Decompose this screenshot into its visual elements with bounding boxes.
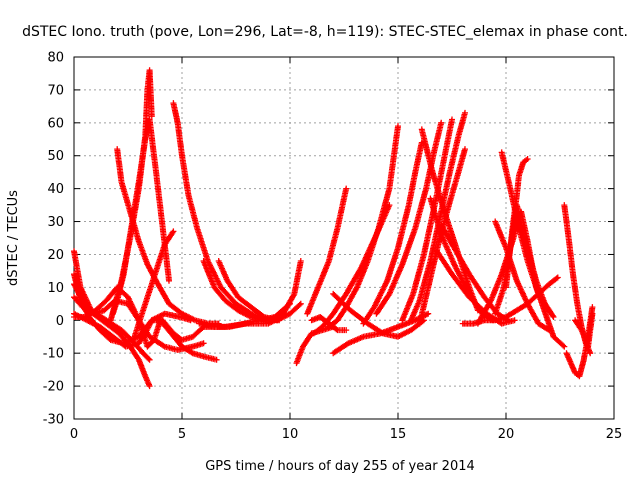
y-tick-label: -30: [43, 413, 64, 428]
grid-lines: [74, 57, 614, 419]
series-markers: [109, 116, 172, 317]
series-markers: [572, 310, 596, 350]
x-tick-labels: 0 5 10 15 20 25: [70, 427, 622, 442]
data-series-13: [215, 258, 304, 324]
x-tick-label: 0: [70, 427, 78, 442]
series-markers: [71, 310, 207, 350]
y-tick-label: 0: [56, 314, 64, 329]
series-markers: [200, 258, 304, 330]
plot-frame: [73, 56, 615, 420]
y-tick-label: 40: [47, 182, 64, 197]
series-markers: [360, 139, 425, 327]
y-tick-label: 70: [47, 83, 64, 98]
series-markers: [170, 100, 283, 324]
y-axis-label: dSTEC / TECUs: [6, 190, 21, 286]
data-series-40: [572, 310, 596, 350]
y-tick-label: 20: [47, 248, 64, 263]
series-markers: [107, 67, 155, 324]
y-tick-label: -20: [43, 380, 64, 395]
data-series-8: [109, 116, 172, 317]
series-markers: [325, 123, 401, 330]
data-series-36: [459, 274, 561, 327]
data-series-7: [107, 67, 155, 324]
data-series-15: [200, 258, 304, 330]
data-series-11: [170, 100, 283, 324]
data-series-6: [71, 310, 207, 350]
y-tick-label: 60: [47, 116, 64, 131]
series-markers: [131, 228, 177, 340]
data-series-19: [325, 123, 401, 330]
axis-ticks: [73, 56, 615, 420]
series-markers: [304, 185, 350, 317]
data-series-9: [114, 146, 222, 327]
x-tick-label: 15: [390, 427, 407, 442]
series-markers: [459, 274, 561, 327]
x-axis-label: GPS time / hours of day 255 of year 2014: [205, 459, 475, 474]
x-tick-label: 10: [282, 427, 299, 442]
y-tick-label: 10: [47, 281, 64, 296]
x-tick-label: 20: [498, 427, 515, 442]
data-series-37: [492, 218, 553, 334]
data-series-23: [360, 139, 425, 327]
x-tick-label: 5: [178, 427, 186, 442]
series-markers: [330, 290, 427, 340]
data-series-10: [131, 228, 177, 340]
data-series: [71, 67, 596, 390]
series-markers: [492, 218, 553, 334]
data-series-22: [330, 290, 427, 340]
y-tick-label: 80: [47, 51, 64, 66]
chart-title: dSTEC Iono. truth (pove, Lon=296, Lat=-8…: [22, 24, 628, 40]
series-markers: [114, 146, 222, 327]
y-tick-label: 30: [47, 215, 64, 230]
y-tick-label: -10: [43, 347, 64, 362]
y-tick-labels: -30 -20 -10 0 10 20 30 40 50 60 70 80: [43, 51, 64, 428]
y-tick-label: 50: [47, 149, 64, 164]
data-series-20: [304, 185, 350, 317]
x-tick-label: 25: [606, 427, 623, 442]
series-markers: [215, 258, 304, 324]
